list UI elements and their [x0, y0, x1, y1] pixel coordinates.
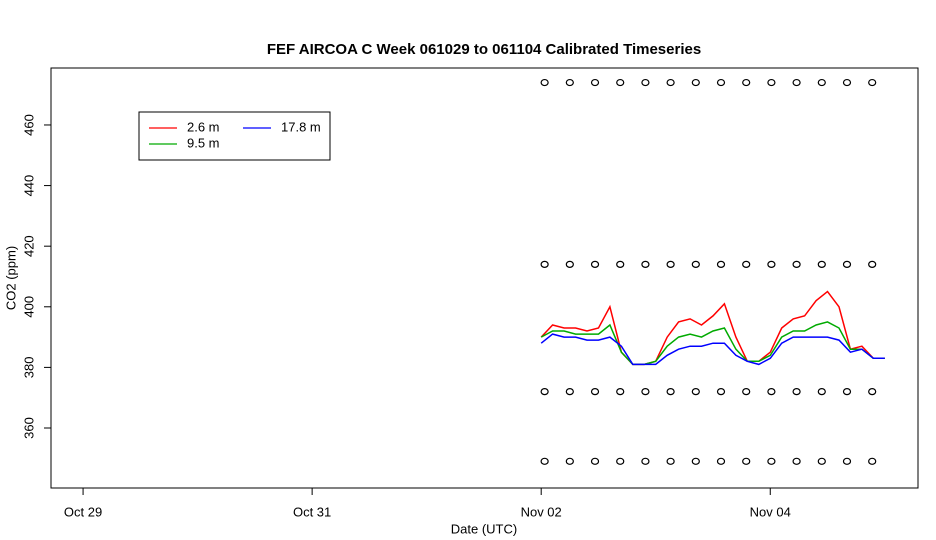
legend-box [138, 111, 331, 161]
y-axis-label: CO2 (ppm) [3, 246, 18, 310]
y-tick-label: 460 [21, 114, 36, 136]
standard-point [691, 457, 700, 465]
standard-point [742, 78, 751, 87]
standard-point [817, 457, 826, 465]
standard-point [691, 388, 700, 396]
plot-frame [50, 67, 919, 489]
standard-point [565, 457, 574, 465]
y-tick-label: 440 [21, 175, 36, 197]
standard-point [868, 260, 877, 268]
standard-point [716, 388, 726, 396]
standard-point [792, 260, 801, 268]
standard-point [817, 260, 826, 268]
y-tick-label: 420 [21, 235, 36, 257]
legend-label: 17.8 m [281, 119, 321, 134]
series-line [540, 333, 885, 366]
standard-point [767, 457, 776, 465]
x-tick-label: Oct 29 [64, 504, 102, 519]
legend-label: 2.6 m [187, 119, 220, 134]
standard-point [868, 457, 877, 465]
standard-point [616, 260, 625, 268]
series-line [540, 290, 885, 366]
standard-point [742, 260, 751, 268]
standard-point [842, 388, 852, 396]
standard-point [666, 388, 675, 396]
standard-point [540, 78, 549, 87]
x-tick-label: Nov 02 [521, 504, 562, 519]
standard-point [767, 388, 776, 396]
standard-point [691, 78, 700, 87]
standard-point [792, 457, 801, 465]
standard-point [716, 457, 726, 465]
standard-point [540, 457, 549, 465]
standard-point [716, 260, 726, 268]
x-axis-label: Date (UTC) [451, 521, 517, 536]
standard-point [590, 78, 600, 87]
standard-point [616, 78, 625, 87]
standard-point [641, 260, 650, 268]
standard-point [817, 388, 826, 396]
legend-label: 9.5 m [187, 135, 220, 150]
standard-point [540, 260, 549, 268]
standard-point [666, 260, 675, 268]
standard-point [792, 78, 801, 87]
standard-point [666, 457, 675, 465]
standard-point [590, 388, 600, 396]
standard-point [590, 457, 600, 465]
standard-point [868, 78, 877, 87]
standard-point [565, 388, 574, 396]
standard-point [691, 260, 700, 268]
standard-point [742, 388, 751, 396]
standard-point [641, 457, 650, 465]
x-tick-label: Nov 04 [750, 504, 791, 519]
standard-point [767, 78, 776, 87]
standard-point [540, 388, 549, 396]
standard-point [565, 260, 574, 268]
standard-point [842, 78, 852, 87]
y-tick-label: 400 [21, 296, 36, 318]
standard-point [716, 78, 726, 87]
y-tick-label: 380 [21, 357, 36, 379]
standard-point [868, 388, 877, 396]
standard-point [641, 388, 650, 396]
standard-point [767, 260, 776, 268]
standard-point [565, 78, 574, 87]
x-tick-label: Oct 31 [293, 504, 331, 519]
standard-point [817, 78, 826, 87]
standard-point [641, 78, 650, 87]
standard-point [590, 260, 600, 268]
standard-point [742, 457, 751, 465]
standard-point [792, 388, 801, 396]
standard-point [842, 260, 852, 268]
standard-point [616, 457, 625, 465]
standard-point [666, 78, 675, 87]
standard-point [616, 388, 625, 396]
standard-point [842, 457, 852, 465]
y-tick-label: 360 [21, 417, 36, 439]
chart-title: FEF AIRCOA C Week 061029 to 061104 Calib… [267, 41, 701, 58]
series-line [540, 321, 885, 366]
